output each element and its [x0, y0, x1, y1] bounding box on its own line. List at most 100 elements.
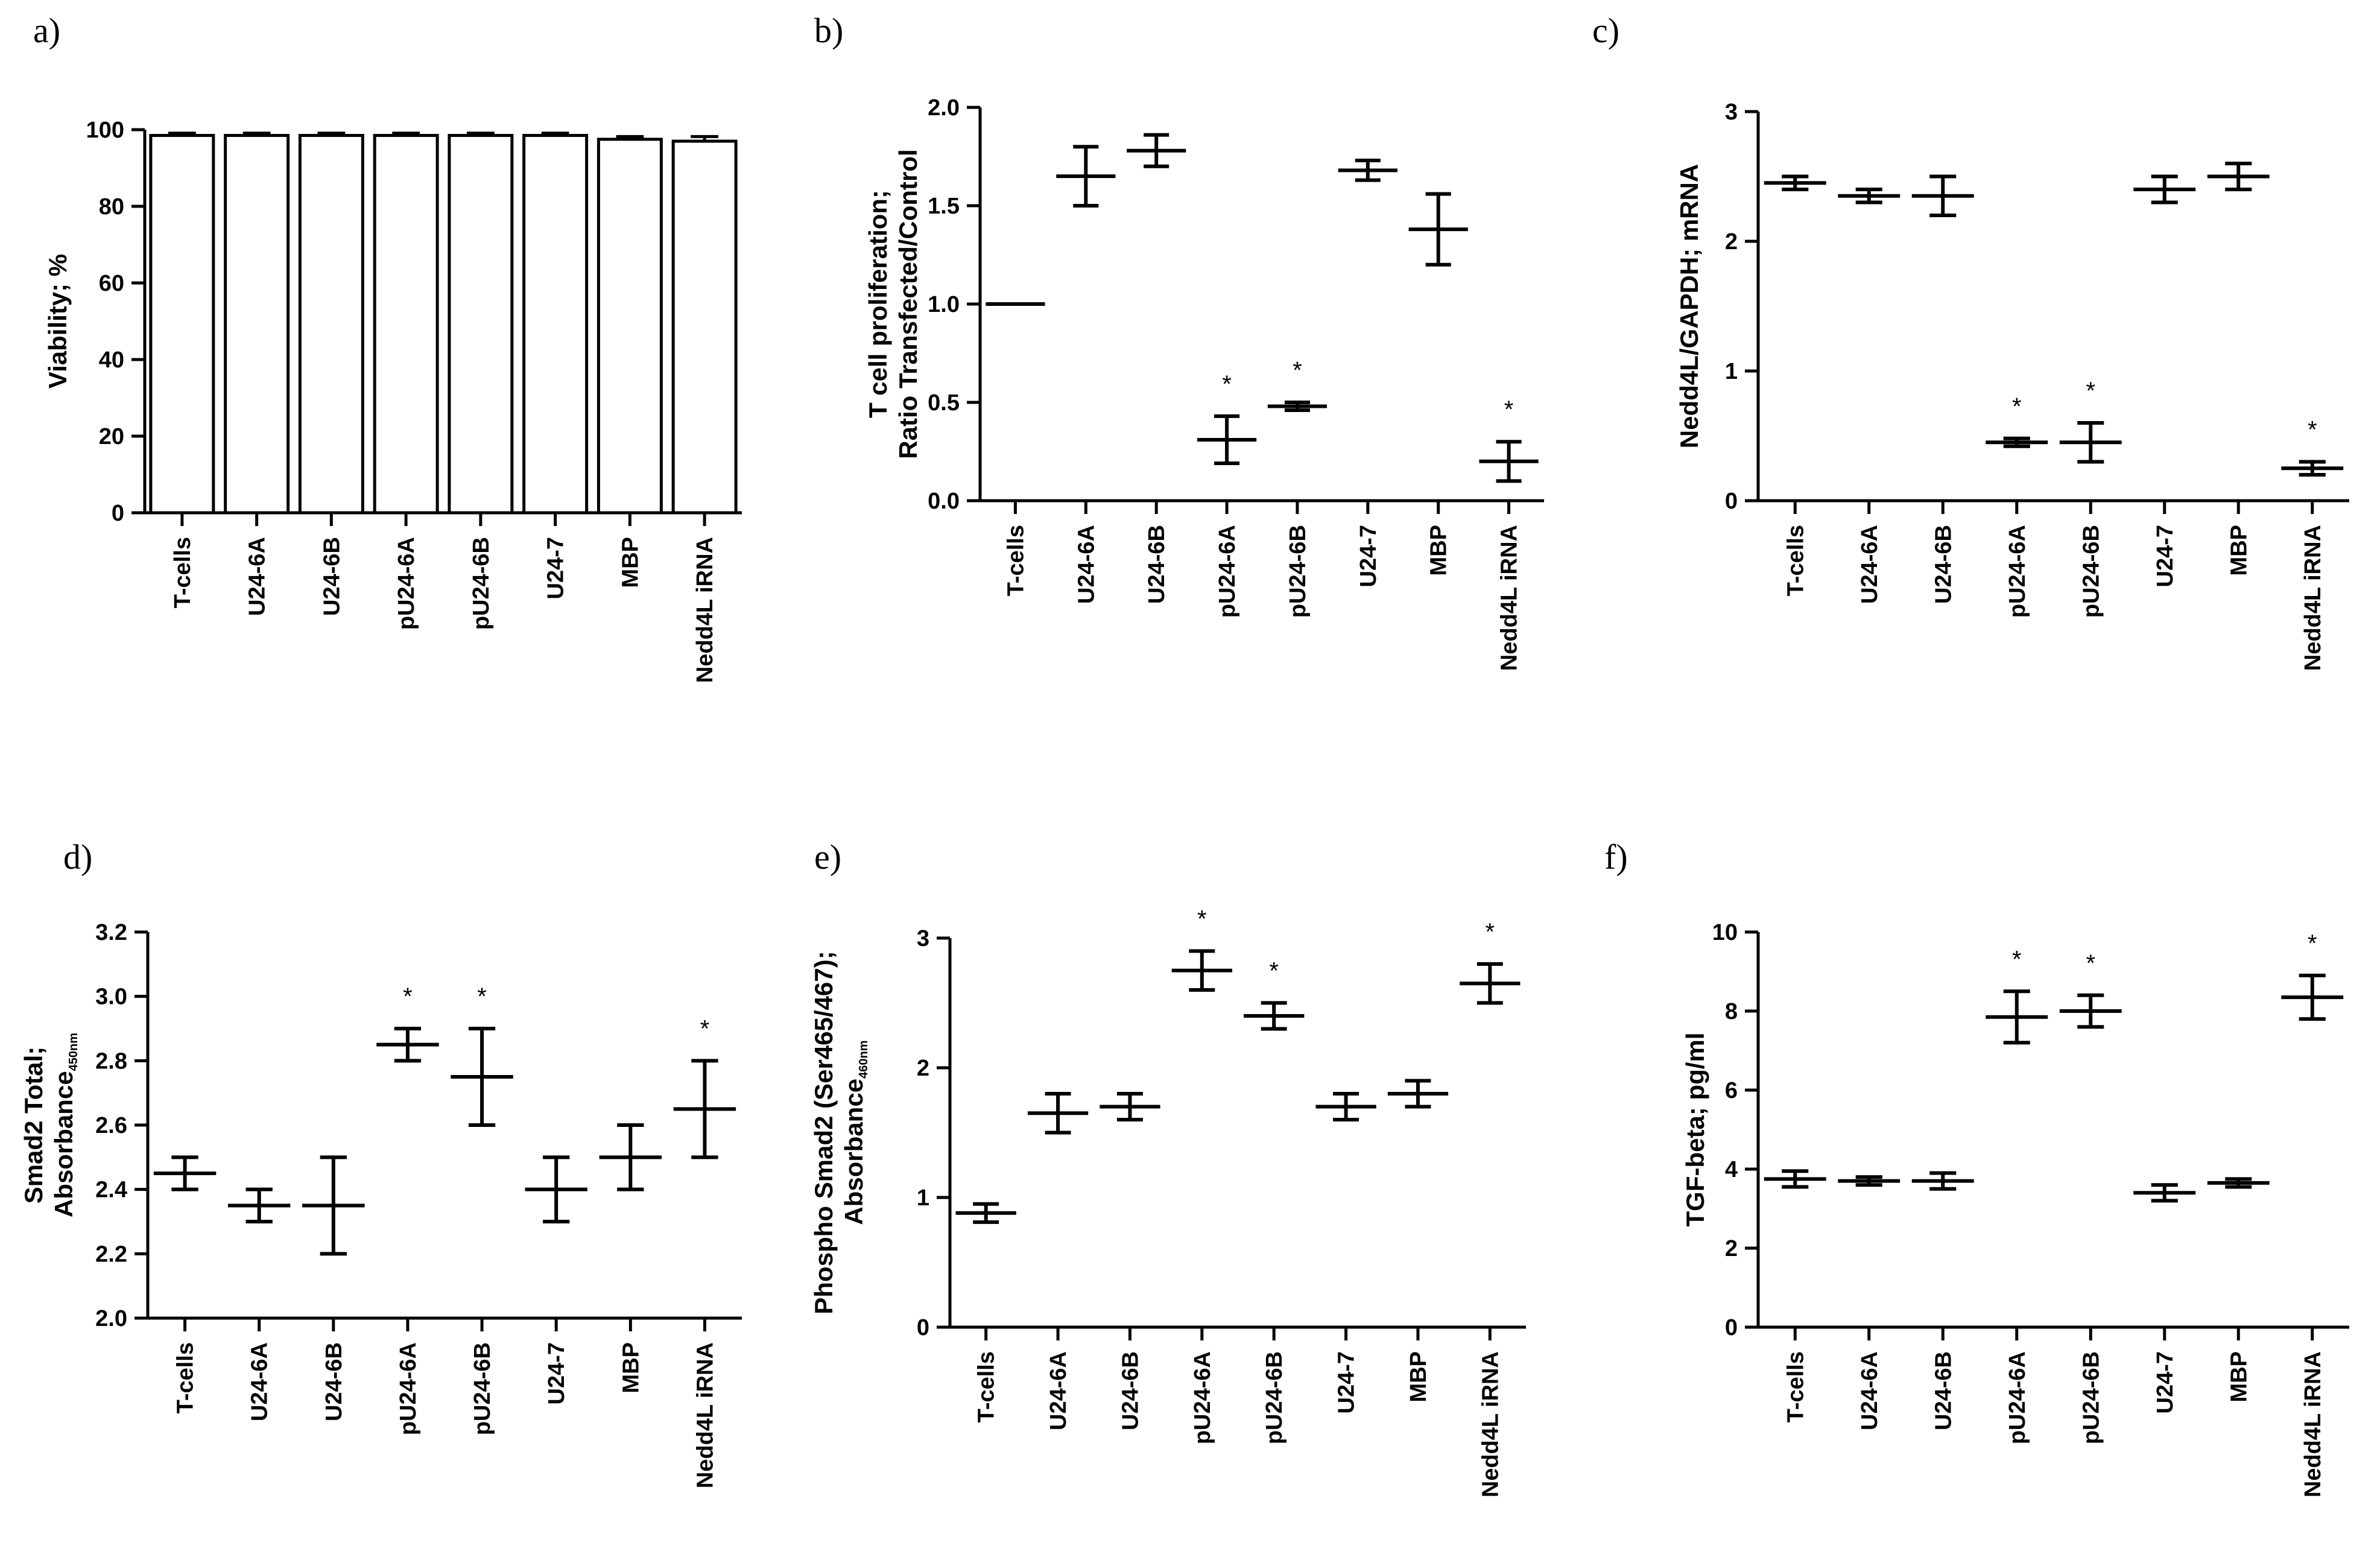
significance-star: * — [1269, 958, 1279, 985]
panel-label-b: b) — [814, 11, 843, 50]
y-tick-label: 2.8 — [95, 1048, 127, 1074]
y-tick-label: 8 — [1725, 999, 1738, 1024]
x-tick-label: pU24-6A — [1190, 1351, 1215, 1444]
x-tick-label: U24-7 — [543, 537, 569, 600]
x-tick-label: Nedd4L iRNA — [1478, 1351, 1503, 1497]
x-tick-label: U24-6B — [321, 1342, 347, 1421]
x-tick-label: U24-6B — [1144, 525, 1169, 604]
x-tick-label: U24-7 — [1334, 1351, 1359, 1414]
bar — [149, 134, 215, 515]
x-tick-label: T-cells — [170, 537, 195, 608]
x-tick-label: MBP — [2226, 525, 2252, 576]
x-tick-label: T-cells — [1783, 525, 1808, 596]
x-tick-label: pU24-6A — [394, 537, 419, 630]
y-axis-title: Absorbance450nm — [49, 1033, 80, 1217]
y-tick-label: 0 — [1725, 1315, 1738, 1340]
y-tick-label: 0.5 — [928, 390, 960, 416]
significance-star: * — [2086, 378, 2095, 404]
x-tick-label: Nedd4L iRNA — [692, 1342, 718, 1488]
panel-c: c) 0 1 2 3 T-cells U24-6A U24-6B pU24-6A pU24-6B U… — [1592, 11, 2349, 671]
significance-star: * — [2308, 417, 2317, 443]
significance-star: * — [2308, 930, 2317, 957]
significance-star: * — [477, 983, 487, 1010]
x-tick-label: T-cells — [1003, 525, 1028, 596]
x-tick-label: pU24-6B — [1285, 525, 1311, 618]
x-tick-label: Nedd4L iRNA — [2300, 525, 2326, 671]
significance-star: * — [1486, 919, 1495, 945]
panel-b: b) 0.0 0.5 1.0 1.5 2.0 T-cells U24-6A U24-6B pU24… — [814, 11, 1544, 671]
y-tick-label: 100 — [86, 118, 124, 143]
y-tick-label: 2.0 — [928, 95, 960, 121]
x-tick-label: pU24-6B — [470, 1342, 495, 1435]
x-tick-label: pU24-6A — [2005, 1351, 2030, 1444]
y-tick-label: 80 — [99, 194, 124, 220]
x-tick-label: pU24-6B — [2078, 525, 2104, 618]
significance-star: * — [1222, 371, 1232, 398]
y-tick-label: 2.2 — [95, 1242, 127, 1267]
y-tick-label: 1.0 — [928, 292, 960, 317]
significance-star: * — [2012, 393, 2022, 420]
panel-f: f) 0 2 4 6 8 10 T-cells U24-6A U24-6B pU24-6A pU24-… — [1604, 837, 2349, 1497]
y-tick-label: 40 — [99, 347, 124, 373]
x-tick-label: U24-6B — [1931, 525, 1956, 604]
y-axis-title: Viability; % — [43, 254, 72, 388]
panel-label-f: f) — [1604, 837, 1628, 877]
bar — [224, 134, 290, 515]
significance-star: * — [2012, 946, 2022, 972]
x-tick-label: pU24-6B — [2078, 1351, 2104, 1444]
significance-star: * — [2086, 950, 2095, 977]
bar — [373, 134, 439, 515]
y-axis-title: Absorbance460nm — [840, 1040, 870, 1225]
y-tick-label: 10 — [1712, 920, 1738, 945]
panel-label-e: e) — [814, 837, 841, 877]
y-tick-label: 1.5 — [928, 194, 960, 219]
y-tick-label: 20 — [99, 424, 124, 449]
bar — [671, 139, 738, 515]
y-tick-label: 0 — [112, 501, 124, 526]
y-tick-label: 2 — [1725, 1236, 1738, 1261]
y-tick-label: 6 — [1725, 1078, 1738, 1103]
significance-star: * — [403, 983, 413, 1010]
y-axis-title: Smad2 Total; — [19, 1047, 48, 1204]
y-axis-title: Phospho Smad2 (Ser465/467); — [809, 951, 838, 1314]
y-tick-label: 3.2 — [95, 920, 127, 945]
x-tick-label: U24-6B — [1931, 1351, 1956, 1430]
y-tick-label: 1 — [1725, 359, 1738, 384]
x-tick-label: pU24-6A — [2005, 525, 2030, 618]
y-tick-label: 2 — [1725, 229, 1738, 255]
bar — [298, 134, 364, 515]
y-tick-label: 2.4 — [95, 1178, 127, 1203]
y-tick-label: 60 — [99, 271, 124, 296]
y-tick-label: 2 — [917, 1056, 929, 1081]
panel-label-d: d) — [63, 837, 92, 877]
bar — [522, 134, 589, 515]
y-tick-label: 4 — [1725, 1157, 1738, 1182]
y-tick-label: 3 — [1725, 100, 1738, 125]
x-tick-label: U24-6A — [1857, 1351, 1882, 1430]
significance-star: * — [700, 1015, 710, 1042]
x-tick-label: Nedd4L iRNA — [2300, 1351, 2326, 1497]
y-tick-label: 0 — [917, 1315, 929, 1340]
bar — [448, 134, 514, 515]
y-tick-label: 2.0 — [95, 1306, 127, 1331]
significance-star: * — [1504, 396, 1514, 423]
x-tick-label: MBP — [1426, 525, 1452, 576]
x-tick-label: U24-7 — [2153, 1351, 2178, 1414]
y-tick-label: 1 — [917, 1185, 929, 1211]
x-tick-label: pU24-6B — [469, 537, 494, 630]
y-axis-title: TGF-beta; pg/ml — [1681, 1033, 1709, 1227]
x-tick-label: Nedd4L iRNA — [1497, 525, 1522, 671]
x-tick-label: U24-7 — [544, 1342, 569, 1405]
y-tick-label: 3.0 — [95, 985, 127, 1010]
panel-e: e) 0 1 2 3 T-cells U24-6A U24-6B pU24-6A pU24-6B U… — [809, 837, 1526, 1497]
y-tick-label: 0 — [1725, 489, 1738, 514]
x-tick-label: T-cells — [974, 1351, 999, 1422]
x-tick-label: Nedd4L iRNA — [692, 537, 718, 683]
y-axis-title: Ratio Transfected/Control — [894, 149, 922, 458]
x-tick-label: pU24-6B — [1262, 1351, 1287, 1444]
bar — [597, 138, 663, 515]
x-tick-label: MBP — [2226, 1351, 2252, 1402]
y-axis-title: T cell proliferation; — [864, 190, 892, 418]
panel-label-c: c) — [1592, 11, 1619, 50]
y-tick-label: 2.6 — [95, 1113, 127, 1138]
